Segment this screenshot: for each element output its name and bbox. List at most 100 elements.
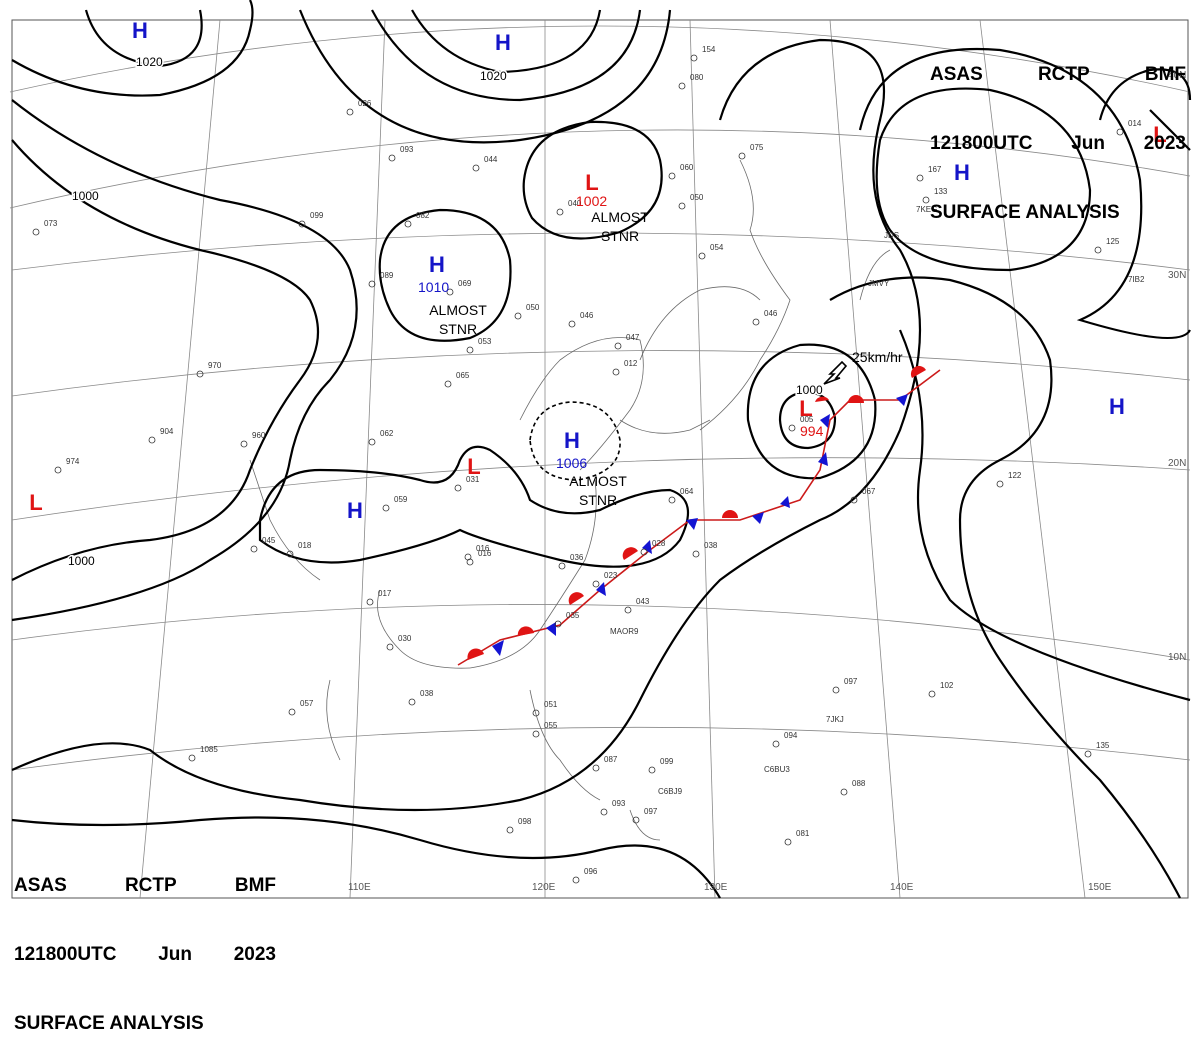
station-plot: 062 — [368, 429, 394, 446]
station-pressure-value: 080 — [690, 73, 704, 82]
isobar-east-large — [11, 38, 922, 812]
station-circle-icon — [532, 709, 540, 717]
isobars — [11, 0, 1192, 899]
cold-front-spike — [686, 518, 698, 530]
station-plot: 060 — [668, 163, 694, 180]
station-plot: 904 — [148, 427, 174, 444]
station-circle-icon — [1116, 128, 1124, 136]
header-title: SURFACE ANALYSIS — [930, 202, 1120, 223]
station-plot: 046 — [752, 309, 778, 326]
header-code: BMF — [234, 875, 276, 896]
station-circle-icon — [668, 172, 676, 180]
station-pressure-value: 040 — [568, 199, 582, 208]
station-circle-icon — [382, 504, 390, 512]
station-circle-icon — [928, 690, 936, 698]
station-pressure-value: 082 — [416, 211, 430, 220]
station-pressure-value: 057 — [300, 699, 314, 708]
station-circle-icon — [556, 208, 564, 216]
station-pressure-value: 098 — [518, 817, 532, 826]
isobar-label: 1020 — [136, 55, 163, 69]
station-plot: 016 — [464, 544, 490, 561]
longitude-label: 150E — [1088, 882, 1112, 893]
high-pressure-center: H — [495, 30, 511, 55]
weather-map: 069 065 062 059 053 050 046 047 040 016 099 082 093 0… — [9, 0, 1192, 899]
station-plot: 094 — [772, 731, 798, 748]
station-circle-icon — [690, 54, 698, 62]
station-circle-icon — [404, 220, 412, 228]
isobar-label: 1000 — [68, 554, 95, 568]
station-pressure-value: 065 — [456, 371, 470, 380]
station-plot: 014 — [1116, 119, 1142, 136]
map-frame — [11, 19, 1189, 899]
station-plot: 036 — [558, 553, 584, 570]
station-plot: 046 — [568, 311, 594, 328]
station-plot: 031 — [454, 475, 480, 492]
station-pressure-value: 099 — [660, 757, 674, 766]
station-pressure-value: 094 — [784, 731, 798, 740]
station-circle-icon — [600, 808, 608, 816]
header-center: RCTP — [124, 875, 177, 896]
central-pressure-value: 1006 — [556, 455, 587, 471]
longitude-label: 110E — [348, 882, 371, 893]
isobar-east-high-1 — [875, 87, 1092, 272]
station-circle-icon — [386, 643, 394, 651]
central-pressure-value: 1010 — [418, 279, 449, 295]
station-circle-icon — [668, 496, 676, 504]
station-plot: 040 — [556, 199, 582, 216]
header-agency: ASAS — [14, 875, 67, 896]
warm-front-bump — [517, 626, 534, 636]
station-plot: 097 — [632, 807, 658, 824]
station-plot: 081 — [784, 829, 810, 846]
station-pressure-value: 031 — [466, 475, 480, 484]
station-plot: 057 — [288, 699, 314, 716]
station-plot: 043 — [624, 597, 650, 614]
station-plot: 087 — [592, 755, 618, 772]
ship-station-id: JMVY — [868, 279, 890, 288]
isobar-west-outer — [11, 99, 358, 622]
station-plot: 059 — [382, 495, 408, 512]
station-plot: 017 — [366, 589, 392, 606]
station-circle-icon — [288, 708, 296, 716]
station-circle-icon — [388, 154, 396, 162]
station-pressure-value: 044 — [484, 155, 498, 164]
station-pressure-value: 012 — [624, 359, 638, 368]
station-plot: 026 — [346, 99, 372, 116]
isobar-nw-outer — [11, 0, 254, 97]
station-pressure-value: 030 — [398, 634, 412, 643]
center-motion-note: STNR — [439, 321, 477, 337]
cold-front-spike — [780, 496, 790, 508]
station-plot: 069 — [446, 279, 472, 296]
station-circle-icon — [240, 440, 248, 448]
station-circle-icon — [368, 438, 376, 446]
station-pressure-value: 053 — [478, 337, 492, 346]
station-plot: 088 — [840, 779, 866, 796]
station-pressure-value: 046 — [580, 311, 594, 320]
station-circle-icon — [568, 320, 576, 328]
station-circle-icon — [368, 280, 376, 288]
header-center: RCTP — [1037, 64, 1090, 85]
station-circle-icon — [532, 730, 540, 738]
station-plot: 065 — [444, 371, 470, 388]
station-circle-icon — [250, 545, 258, 553]
center-motion-note: STNR — [601, 228, 639, 244]
station-circle-icon — [366, 598, 374, 606]
station-plot: 970 — [196, 361, 222, 378]
station-plot: 051 — [532, 700, 558, 717]
warm-front-bump — [848, 395, 864, 403]
header-title: SURFACE ANALYSIS — [14, 1013, 204, 1034]
low-pressure-center: L — [585, 170, 598, 195]
station-pressure-value: 047 — [626, 333, 640, 342]
station-circle-icon — [32, 228, 40, 236]
motion-arrow-icon — [823, 360, 848, 385]
station-plot: 005 — [788, 415, 814, 432]
station-pressure-value: 028 — [652, 539, 666, 548]
station-pressure-value: 023 — [604, 571, 618, 580]
station-circle-icon — [196, 370, 204, 378]
station-circle-icon — [850, 496, 858, 504]
station-plot: 102 — [928, 681, 954, 698]
station-pressure-value: 016 — [476, 544, 490, 553]
header-month: Jun — [158, 944, 192, 965]
center-motion-note: ALMOST — [429, 302, 487, 318]
station-pressure-value: 125 — [1106, 237, 1120, 246]
station-pressure-value: 035 — [566, 611, 580, 620]
